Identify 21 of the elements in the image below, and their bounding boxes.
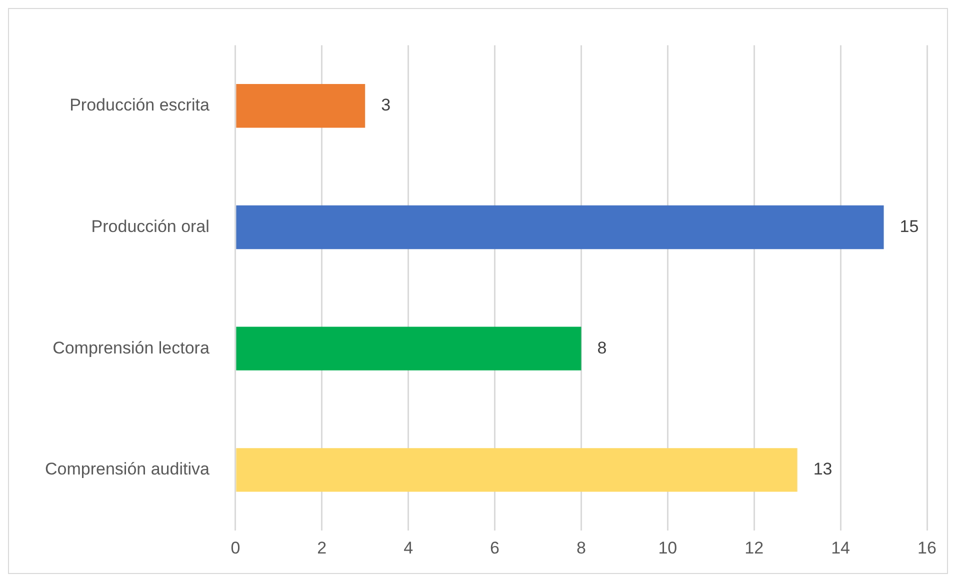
x-tick-label: 8 <box>576 538 586 558</box>
x-tick-label: 2 <box>317 538 327 558</box>
y-tick-label: Producción oral <box>91 216 210 236</box>
bar <box>236 205 884 250</box>
y-tick-label: Comprensión lectora <box>52 338 210 358</box>
y-tick-label: Comprensión auditiva <box>45 460 210 479</box>
x-tick-label: 4 <box>404 538 414 558</box>
x-tick-label: 0 <box>230 538 240 558</box>
bar <box>236 448 798 492</box>
data-label: 13 <box>813 460 832 479</box>
x-tick-label: 14 <box>831 538 850 558</box>
bar <box>236 326 582 370</box>
y-tick-label: Producción escrita <box>70 96 210 115</box>
x-tick-label: 10 <box>658 538 678 558</box>
x-tick-label: 16 <box>918 538 936 558</box>
data-label: 3 <box>381 96 391 115</box>
data-label: 15 <box>900 216 919 236</box>
x-tick-label: 6 <box>490 538 500 558</box>
x-tick-label: 12 <box>744 538 764 558</box>
bar <box>236 84 366 128</box>
data-label: 8 <box>597 338 607 358</box>
